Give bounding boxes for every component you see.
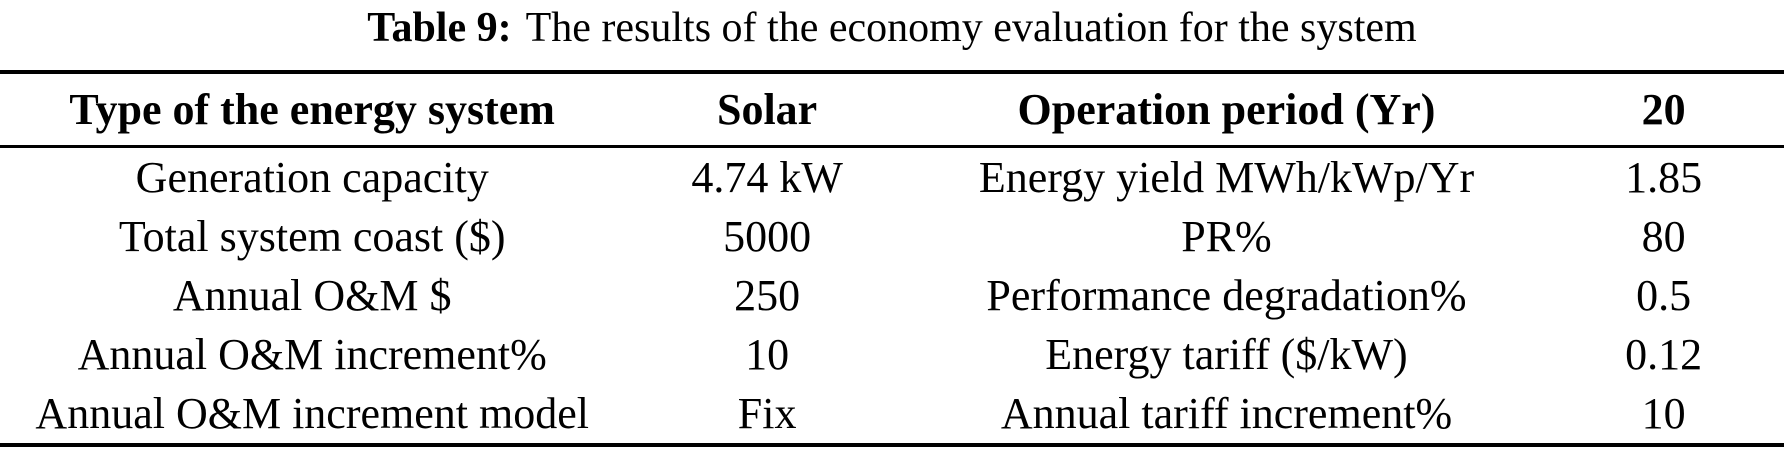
table-caption: Table 9: The results of the economy evalu… xyxy=(0,0,1784,70)
row-value: 4.74 kW xyxy=(691,153,843,202)
row-value: 250 xyxy=(734,271,801,320)
row-label: Total system coast ($) xyxy=(118,212,506,261)
row-label: Generation capacity xyxy=(135,153,489,202)
row-label: Performance degradation% xyxy=(986,271,1467,320)
header-cell-type-of-system: Type of the energy system xyxy=(0,72,625,148)
economy-evaluation-table: Type of the energy system Solar Operatio… xyxy=(0,70,1784,447)
table-caption-label: Table 9: xyxy=(367,5,512,51)
table-row: Generation capacity 4.74 kW Energy yield… xyxy=(0,147,1784,208)
header-row: Type of the energy system Solar Operatio… xyxy=(0,72,1784,148)
row-value: 1.85 xyxy=(1625,153,1703,202)
row-label: PR% xyxy=(1181,212,1272,261)
row-value: Fix xyxy=(737,389,797,438)
header-cell-solar: Solar xyxy=(624,72,910,148)
row-label: Annual O&M increment model xyxy=(35,389,589,438)
row-label: Energy tariff ($/kW) xyxy=(1045,330,1408,379)
table-row: Total system coast ($) 5000 PR% 80 xyxy=(0,207,1784,266)
header-cell-operation-period-value: 20 xyxy=(1543,72,1784,148)
row-label: Annual tariff increment% xyxy=(1000,389,1453,438)
row-value: 10 xyxy=(745,330,790,379)
table-row: Annual O&M increment model Fix Annual ta… xyxy=(0,384,1784,445)
table-row: Annual O&M increment% 10 Energy tariff (… xyxy=(0,325,1784,384)
row-label: Annual O&M $ xyxy=(172,271,452,320)
row-value: 0.5 xyxy=(1636,271,1692,320)
row-value: 5000 xyxy=(723,212,812,261)
table-row: Annual O&M $ 250 Performance degradation… xyxy=(0,266,1784,325)
header-cell-operation-period: Operation period (Yr) xyxy=(909,72,1544,148)
row-label: Energy yield MWh/kWp/Yr xyxy=(978,153,1475,202)
row-value: 0.12 xyxy=(1625,330,1703,379)
row-value: 80 xyxy=(1641,212,1686,261)
table-caption-text: The results of the economy evaluation fo… xyxy=(525,5,1417,51)
row-value: 10 xyxy=(1641,389,1686,438)
row-label: Annual O&M increment% xyxy=(77,330,547,379)
